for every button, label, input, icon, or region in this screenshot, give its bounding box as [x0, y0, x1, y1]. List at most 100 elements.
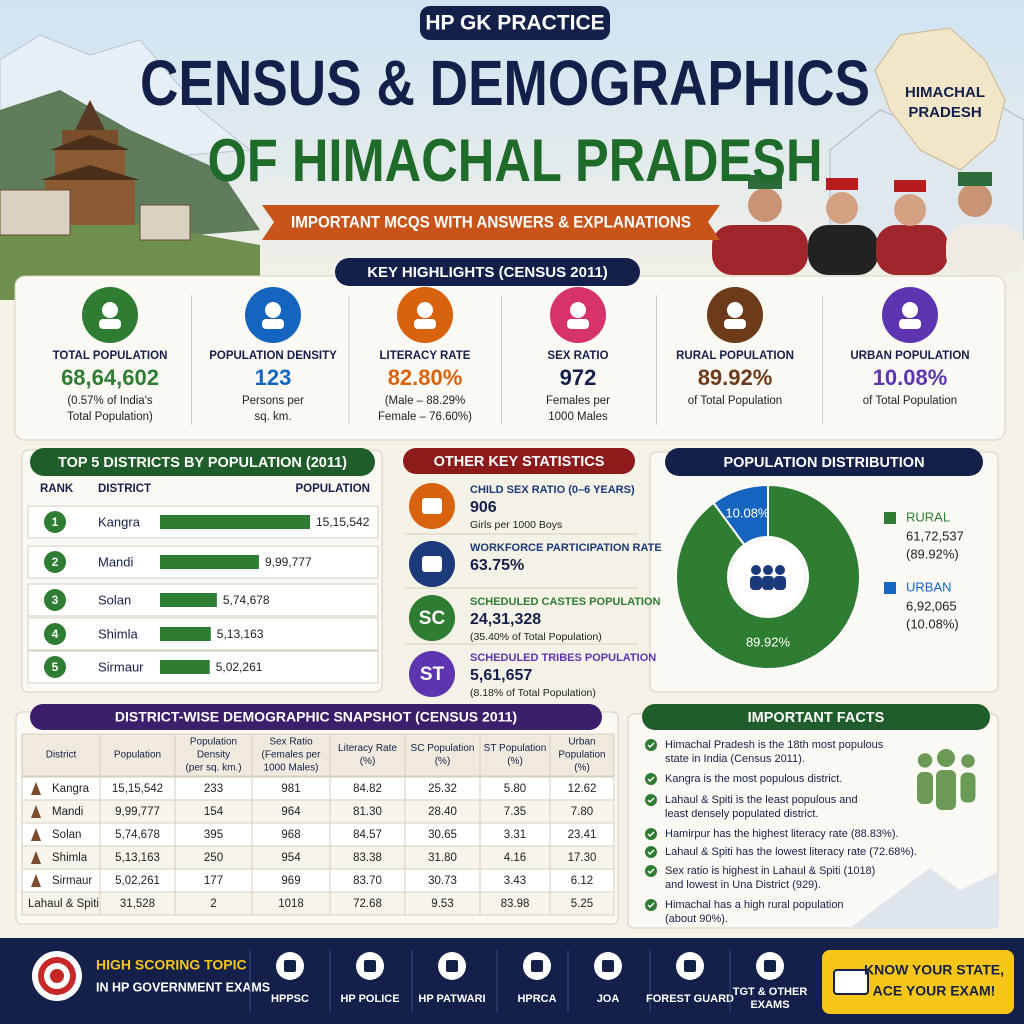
header-cell — [99, 733, 176, 777]
family-icon — [961, 754, 975, 768]
cell-text: 81.30 — [353, 806, 382, 818]
map-label: PRADESH — [908, 104, 981, 121]
check-mark — [647, 797, 655, 804]
family-icon — [917, 772, 933, 804]
header-text: (%) — [507, 756, 523, 767]
stat-label: SCHEDULED TRIBES POPULATION — [470, 652, 656, 664]
cta-box — [822, 950, 1014, 1014]
cell-text: 1018 — [278, 898, 304, 910]
cell-text: 31,528 — [120, 898, 155, 910]
highlight-value: 123 — [255, 365, 292, 390]
icon-glyph — [727, 302, 743, 318]
rank-badge — [44, 656, 66, 678]
icon-glyph — [750, 576, 762, 590]
icon-glyph — [570, 302, 586, 318]
pie-slice — [675, 483, 861, 670]
temple-icon — [31, 851, 41, 864]
fact-text: Sex ratio is highest in Lahaul & Spiti (… — [665, 865, 875, 877]
cell-text: 5.25 — [571, 898, 593, 910]
district-name: Mandi — [98, 554, 134, 569]
cell-text: 4.16 — [504, 852, 526, 864]
rank: 2 — [52, 555, 59, 569]
header-text: (%) — [435, 756, 451, 767]
header-text: 1000 Males) — [263, 763, 318, 774]
icon-glyph — [531, 960, 543, 972]
stat-value: 63.75% — [470, 557, 524, 574]
stat-label: CHILD SEX RATIO (0–6 YEARS) — [470, 484, 635, 496]
section-banner — [642, 704, 990, 730]
family-icon — [937, 749, 955, 767]
bar — [160, 515, 310, 529]
cell-text: 9.53 — [431, 898, 453, 910]
exam-name: HP POLICE — [340, 993, 399, 1005]
legend-share: (89.92%) — [906, 546, 959, 561]
header-cell — [174, 733, 253, 777]
highlight-label: RURAL POPULATION — [676, 350, 794, 362]
temple-icon — [31, 782, 41, 795]
cell-text: 31.80 — [428, 852, 457, 864]
section-title: POPULATION DISTRIBUTION — [723, 455, 924, 471]
cell-text: 9,99,777 — [115, 806, 160, 818]
cell-text: 2 — [210, 898, 216, 910]
header-text: Population — [190, 737, 237, 748]
highlight-note: (Male – 88.29% — [385, 395, 466, 407]
icon-glyph — [102, 302, 118, 318]
cell-text: 5,74,678 — [115, 829, 160, 841]
highlight-note: Females per — [546, 395, 610, 407]
icon-glyph — [99, 319, 121, 329]
header-text: Density — [197, 750, 230, 761]
header-cell — [549, 733, 615, 777]
check-mark — [647, 776, 655, 783]
exam-name: JOA — [597, 993, 620, 1005]
cell-text: 154 — [204, 806, 224, 818]
stat-note: (35.40% of Total Population) — [470, 631, 602, 643]
footer-topic: IN HP GOVERNMENT EXAMS — [96, 980, 270, 994]
cell-text: Mandi — [52, 806, 83, 818]
section-title: OTHER KEY STATISTICS — [434, 454, 605, 470]
icon-glyph — [417, 302, 433, 318]
check-mark — [647, 831, 655, 838]
rank: 5 — [52, 660, 59, 674]
check-mark — [647, 742, 655, 749]
bar-value-label: 15,15,542 — [316, 515, 370, 529]
stat-note: Girls per 1000 Boys — [470, 519, 562, 531]
highlight-note: sq. km. — [254, 411, 291, 423]
cell-text: 5.80 — [504, 783, 526, 795]
exam-name: HP PATWARI — [418, 993, 485, 1005]
stat-label: SCHEDULED CASTES POPULATION — [470, 596, 661, 608]
icon-glyph — [364, 960, 376, 972]
people — [712, 172, 1024, 275]
section-banner — [403, 448, 635, 474]
bar-value-label: 5,74,678 — [223, 593, 270, 607]
cell-text: 5,02,261 — [115, 875, 160, 887]
fact-text: Himachal has a high rural population — [665, 899, 844, 911]
header-text: Urban — [568, 737, 595, 748]
cell-text: 7.80 — [571, 806, 593, 818]
cell-text: 83.38 — [353, 852, 382, 864]
cell-text: 177 — [204, 875, 223, 887]
cell-text: 6.12 — [571, 875, 593, 887]
cell-text: 84.82 — [353, 783, 382, 795]
cell-text: 83.70 — [353, 875, 382, 887]
cell-text: 3.31 — [504, 829, 526, 841]
header-text: Literacy Rate — [338, 743, 397, 754]
rank: 1 — [52, 515, 59, 529]
cell-text: 23.41 — [568, 829, 597, 841]
column-header: POPULATION — [295, 483, 370, 495]
legend-label: URBAN — [906, 579, 952, 594]
fact-text: Kangra is the most populous district. — [665, 773, 842, 785]
highlight-note: Total Population) — [67, 411, 153, 423]
header-text: Population — [114, 750, 161, 761]
header-cell — [251, 733, 331, 777]
highlight-value: 89.92% — [698, 365, 773, 390]
legend-share: (10.08%) — [906, 616, 959, 631]
icon-glyph — [902, 302, 918, 318]
mountain-icon — [850, 868, 998, 928]
slice-label: 89.92% — [746, 634, 791, 649]
header-cell — [21, 733, 101, 777]
legend-count: 61,72,537 — [906, 528, 964, 543]
cell-text: 969 — [281, 875, 300, 887]
highlight-label: SEX RATIO — [547, 350, 608, 362]
